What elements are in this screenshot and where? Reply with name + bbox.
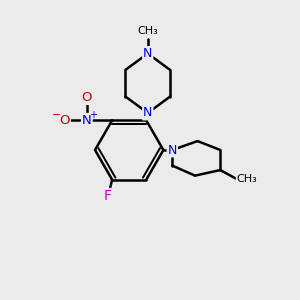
Text: +: + [89,110,98,120]
Text: CH₃: CH₃ [237,174,257,184]
Text: N: N [143,106,152,119]
Text: N: N [143,47,152,60]
Text: N: N [168,143,177,157]
Text: F: F [103,189,112,203]
Text: CH₃: CH₃ [137,26,158,36]
Text: −: − [52,110,61,120]
Text: O: O [59,114,70,127]
Text: O: O [82,91,92,104]
Text: N: N [82,114,92,127]
